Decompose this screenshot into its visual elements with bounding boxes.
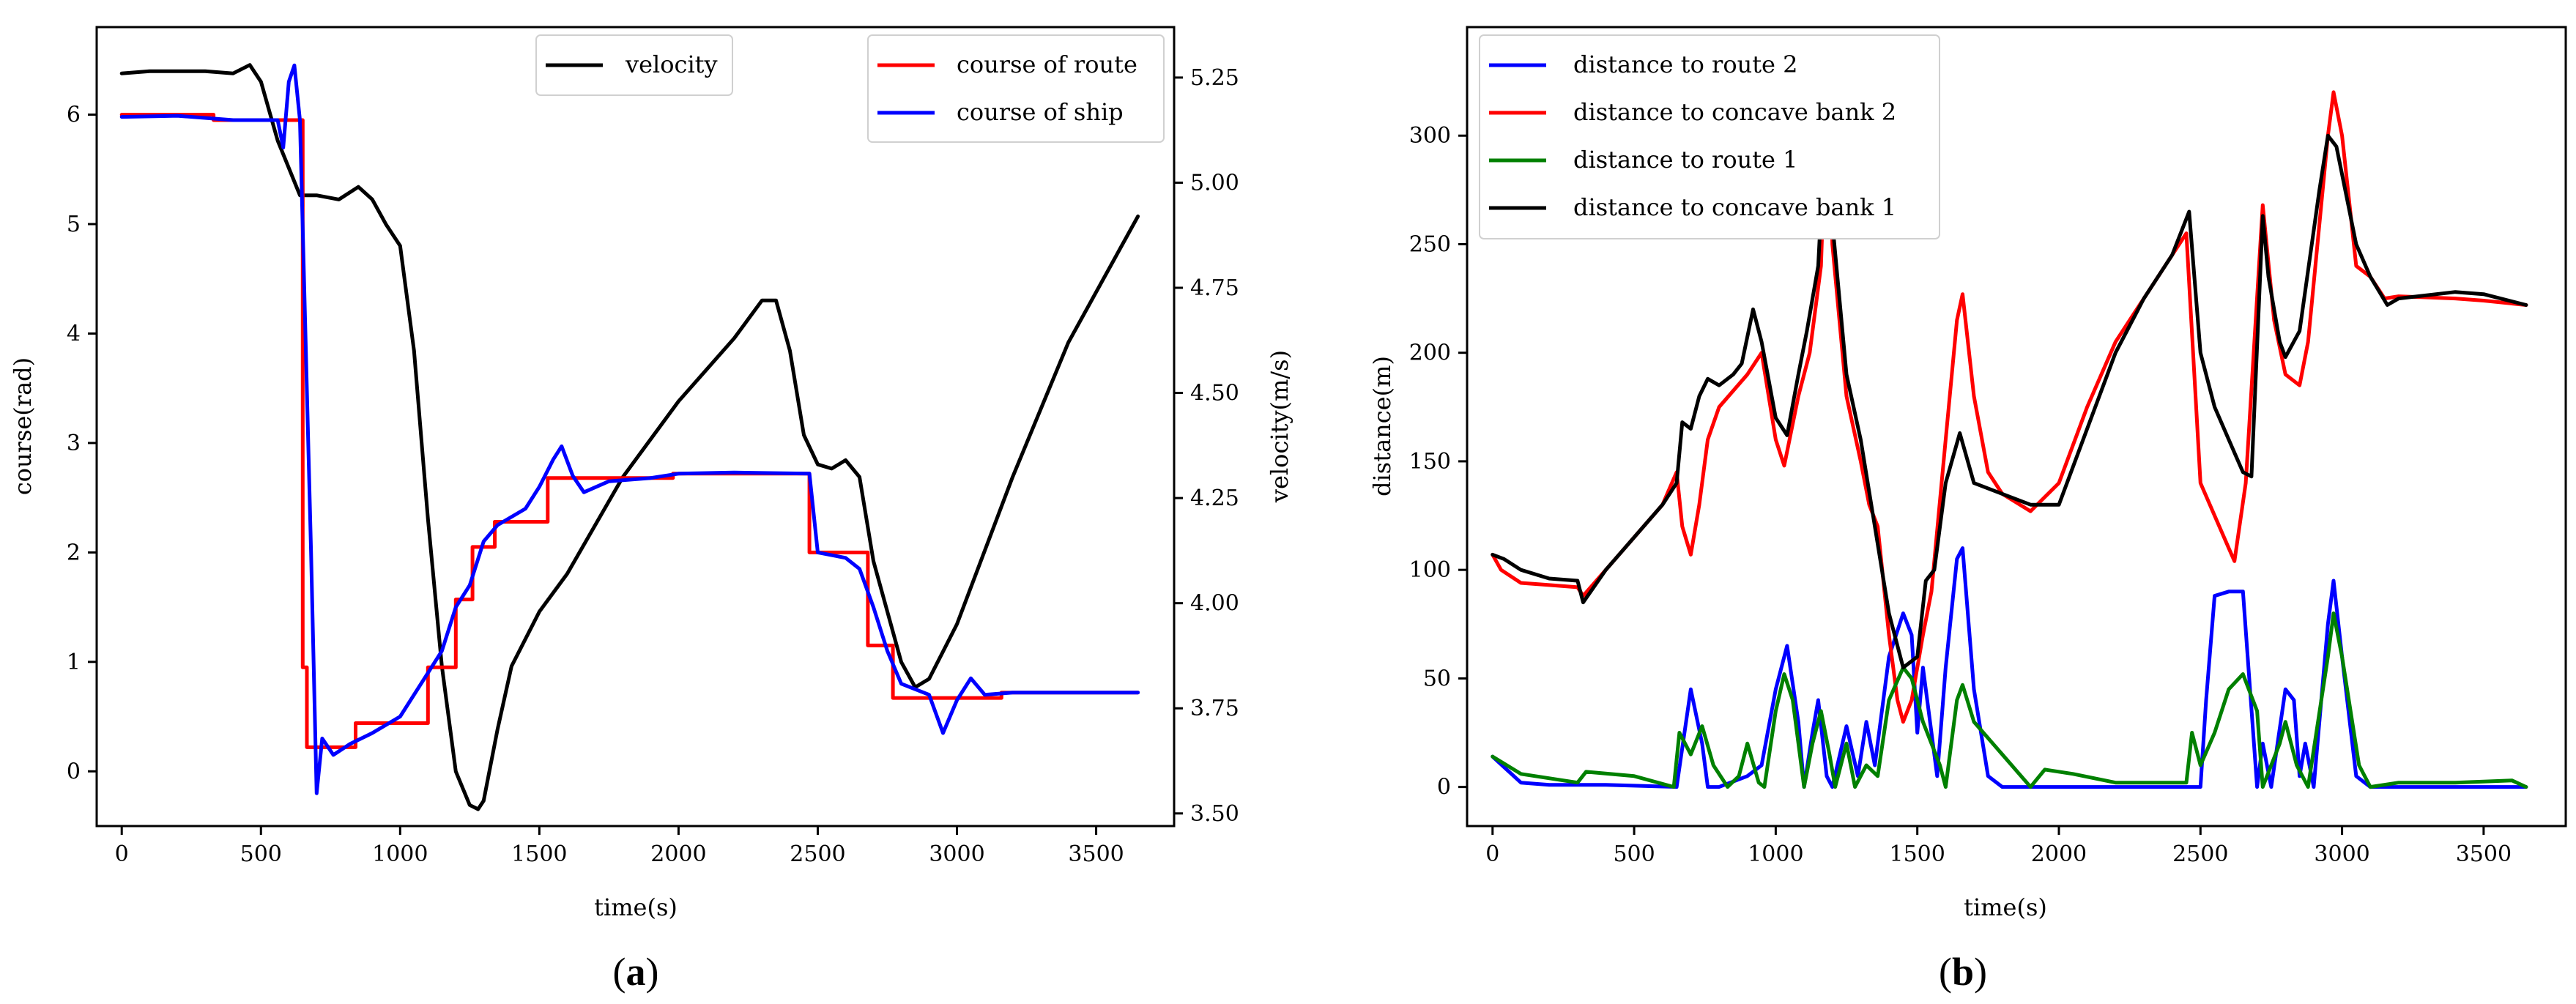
legend-label-distance-to-concave-bank-2: distance to concave bank 2 xyxy=(1573,98,1896,126)
panel-b-x-ticks: 0 500 1000 1500 2000 2500 3000 3500 xyxy=(1485,826,2512,867)
panel-a-y-ticks: 0 1 2 3 4 5 6 xyxy=(67,103,97,784)
panel-b-series xyxy=(1491,58,2528,789)
panel-a-y-axis-label: course(rad) xyxy=(9,357,37,495)
series-line-distance-to-concave-bank-1 xyxy=(1491,68,2528,670)
y2-tick-label-5-00: 5.00 xyxy=(1190,170,1239,196)
y-tick-label-150: 150 xyxy=(1409,449,1451,475)
y2-tick-label-4-00: 4.00 xyxy=(1190,591,1239,617)
y2-tick-label-4-75: 4.75 xyxy=(1190,275,1239,301)
panel-b-letter: b xyxy=(1952,950,1974,994)
legend-label-course-of-ship: course of ship xyxy=(957,98,1124,126)
y-tick-label-0: 0 xyxy=(1437,775,1451,800)
y-tick-label-5: 5 xyxy=(67,212,81,237)
y-tick-label-4: 4 xyxy=(67,321,81,346)
panel-a-x-ticks: 0 500 1000 1500 2000 2500 3000 3500 xyxy=(115,826,1124,867)
legend-label-distance-to-concave-bank-1: distance to concave bank 1 xyxy=(1573,193,1896,221)
x-tick-label-3000: 3000 xyxy=(2314,841,2369,867)
panel-a-y2-axis-label: velocity(m/s) xyxy=(1266,350,1293,503)
y2-tick-label-4-25: 4.25 xyxy=(1190,486,1239,511)
y-tick-label-0: 0 xyxy=(67,759,81,784)
panel-a-plot-frame xyxy=(95,26,1176,828)
x-tick-label-2500: 2500 xyxy=(790,841,845,867)
x-tick-label-500: 500 xyxy=(1613,841,1655,867)
x-tick-label-2500: 2500 xyxy=(2172,841,2228,867)
series-line-distance-to-concave-bank-2 xyxy=(1491,58,2528,724)
panel-b-legend: distance to route 2 distance to concave … xyxy=(1479,34,1940,239)
y2-tick-label-5-25: 5.25 xyxy=(1190,65,1239,91)
x-tick-label-0: 0 xyxy=(115,841,129,867)
panel-a-series xyxy=(119,63,1140,811)
y-tick-label-100: 100 xyxy=(1409,557,1451,583)
series-line-course-of-route xyxy=(119,113,1140,749)
x-tick-label-3000: 3000 xyxy=(929,841,984,867)
series-line-distance-to-route-2 xyxy=(1491,546,2528,789)
panel-a-legend-course: course of route course of ship xyxy=(867,34,1165,143)
x-tick-label-2000: 2000 xyxy=(2031,841,2087,867)
panel-a: 0 500 1000 1500 2000 2500 3000 3500 0 1 2 3 4 5 6 3.5… xyxy=(9,26,1293,994)
y-tick-label-6: 6 xyxy=(67,103,81,128)
legend-label-distance-to-route-2: distance to route 2 xyxy=(1573,51,1798,78)
x-tick-label-500: 500 xyxy=(240,841,282,867)
y-tick-label-300: 300 xyxy=(1409,123,1451,149)
x-tick-label-1000: 1000 xyxy=(372,841,428,867)
panel-b-label: (b) xyxy=(1939,950,1987,994)
panel-b-y-axis-label: distance(m) xyxy=(1368,356,1396,497)
y-tick-label-50: 50 xyxy=(1423,666,1451,691)
y2-tick-label-3-50: 3.50 xyxy=(1190,801,1239,827)
x-tick-label-3500: 3500 xyxy=(2456,841,2512,867)
panel-a-letter: a xyxy=(626,950,646,994)
legend-label-distance-to-route-1: distance to route 1 xyxy=(1573,146,1798,174)
panel-b: 0 500 1000 1500 2000 2500 3000 3500 0 50 100 150 20… xyxy=(1368,26,2567,994)
legend-label-velocity: velocity xyxy=(625,51,718,78)
x-tick-label-1500: 1500 xyxy=(511,841,567,867)
series-line-course-of-ship xyxy=(119,63,1140,795)
panel-b-x-axis-label: time(s) xyxy=(1964,893,2047,921)
panel-b-plot-frame xyxy=(1466,26,2567,828)
x-tick-label-3500: 3500 xyxy=(1068,841,1124,867)
y-tick-label-250: 250 xyxy=(1409,231,1451,257)
y-tick-label-200: 200 xyxy=(1409,341,1451,366)
y-tick-label-3: 3 xyxy=(67,431,81,456)
panel-a-legend-velocity: velocity xyxy=(535,34,733,96)
y-tick-label-2: 2 xyxy=(67,540,81,565)
y-tick-label-1: 1 xyxy=(67,650,81,675)
x-tick-label-2000: 2000 xyxy=(650,841,706,867)
x-tick-label-1500: 1500 xyxy=(1890,841,1945,867)
legend-label-course-of-route: course of route xyxy=(957,51,1137,78)
y2-tick-label-4-50: 4.50 xyxy=(1190,381,1239,406)
panel-a-label: (a) xyxy=(613,950,659,994)
panel-a-x-axis-label: time(s) xyxy=(594,893,678,921)
y2-tick-label-3-75: 3.75 xyxy=(1190,696,1239,721)
x-tick-label-0: 0 xyxy=(1485,841,1499,867)
panel-a-y2-ticks: 3.50 3.75 4.00 4.25 4.50 4.75 5.00 5.25 xyxy=(1174,65,1239,827)
panel-b-y-ticks: 0 50 100 150 200 250 300 xyxy=(1409,123,1467,800)
series-line-distance-to-route-1 xyxy=(1491,611,2528,789)
x-tick-label-1000: 1000 xyxy=(1748,841,1803,867)
